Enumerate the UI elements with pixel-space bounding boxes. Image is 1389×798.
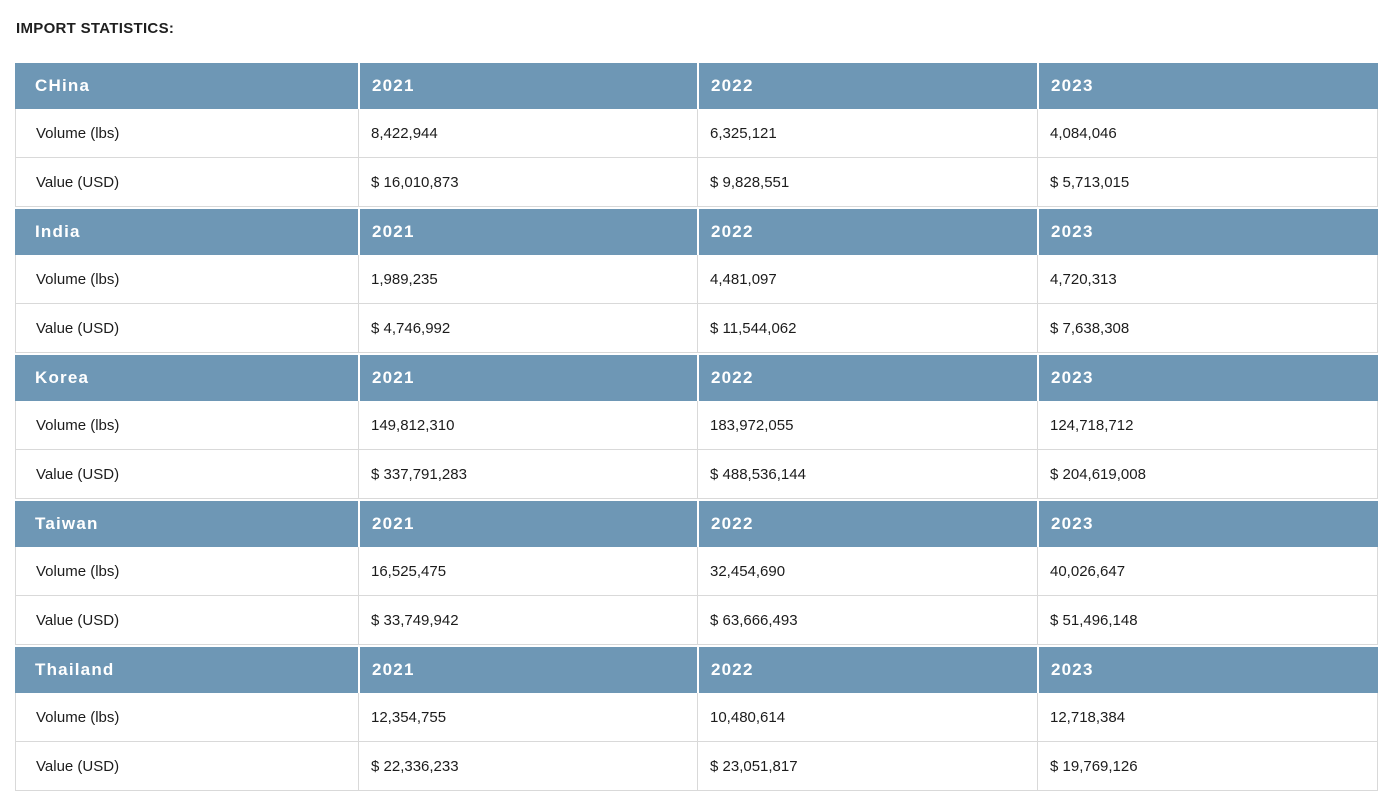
year-header-cell: 2021 — [358, 207, 697, 255]
value-cell: $ 11,544,062 — [697, 304, 1037, 353]
row-label-cell: Value (USD) — [15, 450, 358, 499]
row-label-cell: Value (USD) — [15, 158, 358, 207]
volume-cell: 6,325,121 — [697, 109, 1037, 158]
value-cell: $ 63,666,493 — [697, 596, 1037, 645]
value-cell: $ 4,746,992 — [358, 304, 697, 353]
value-cell: $ 488,536,144 — [697, 450, 1037, 499]
volume-row: Volume (lbs) 8,422,944 6,325,121 4,084,0… — [15, 109, 1378, 158]
row-label-cell: Volume (lbs) — [15, 693, 358, 742]
volume-cell: 40,026,647 — [1037, 547, 1378, 596]
row-label-cell: Value (USD) — [15, 304, 358, 353]
volume-cell: 4,481,097 — [697, 255, 1037, 304]
country-block-korea: Korea 2021 2022 2023 Volume (lbs) 149,81… — [15, 353, 1378, 499]
volume-cell: 16,525,475 — [358, 547, 697, 596]
volume-cell: 12,354,755 — [358, 693, 697, 742]
year-header-cell: 2022 — [697, 353, 1037, 401]
value-row: Value (USD) $ 337,791,283 $ 488,536,144 … — [15, 450, 1378, 499]
country-block-india: India 2021 2022 2023 Volume (lbs) 1,989,… — [15, 207, 1378, 353]
volume-cell: 183,972,055 — [697, 401, 1037, 450]
year-header-cell: 2021 — [358, 353, 697, 401]
year-header-cell: 2023 — [1037, 499, 1378, 547]
volume-cell: 124,718,712 — [1037, 401, 1378, 450]
import-statistics-table: CHina 2021 2022 2023 Volume (lbs) 8,422,… — [15, 61, 1378, 791]
row-label-cell: Value (USD) — [15, 742, 358, 791]
country-header-cell: Korea — [15, 353, 358, 401]
volume-row: Volume (lbs) 1,989,235 4,481,097 4,720,3… — [15, 255, 1378, 304]
country-header-row: India 2021 2022 2023 — [15, 207, 1378, 255]
page-title: IMPORT STATISTICS: — [16, 20, 175, 37]
country-header-row: Korea 2021 2022 2023 — [15, 353, 1378, 401]
year-header-cell: 2022 — [697, 61, 1037, 109]
year-header-cell: 2023 — [1037, 61, 1378, 109]
value-cell: $ 19,769,126 — [1037, 742, 1378, 791]
row-label-cell: Value (USD) — [15, 596, 358, 645]
volume-row: Volume (lbs) 149,812,310 183,972,055 124… — [15, 401, 1378, 450]
value-row: Value (USD) $ 33,749,942 $ 63,666,493 $ … — [15, 596, 1378, 645]
volume-row: Volume (lbs) 12,354,755 10,480,614 12,71… — [15, 693, 1378, 742]
year-header-cell: 2021 — [358, 499, 697, 547]
year-header-cell: 2022 — [697, 207, 1037, 255]
volume-row: Volume (lbs) 16,525,475 32,454,690 40,02… — [15, 547, 1378, 596]
value-row: Value (USD) $ 4,746,992 $ 11,544,062 $ 7… — [15, 304, 1378, 353]
row-label-cell: Volume (lbs) — [15, 401, 358, 450]
volume-cell: 1,989,235 — [358, 255, 697, 304]
volume-cell: 8,422,944 — [358, 109, 697, 158]
row-label-cell: Volume (lbs) — [15, 255, 358, 304]
value-cell: $ 33,749,942 — [358, 596, 697, 645]
value-cell: $ 23,051,817 — [697, 742, 1037, 791]
volume-cell: 12,718,384 — [1037, 693, 1378, 742]
volume-cell: 4,084,046 — [1037, 109, 1378, 158]
country-header-cell: India — [15, 207, 358, 255]
value-row: Value (USD) $ 22,336,233 $ 23,051,817 $ … — [15, 742, 1378, 791]
value-cell: $ 5,713,015 — [1037, 158, 1378, 207]
row-label-cell: Volume (lbs) — [15, 547, 358, 596]
volume-cell: 32,454,690 — [697, 547, 1037, 596]
country-header-row: CHina 2021 2022 2023 — [15, 61, 1378, 109]
country-header-row: Taiwan 2021 2022 2023 — [15, 499, 1378, 547]
year-header-cell: 2021 — [358, 61, 697, 109]
year-header-cell: 2022 — [697, 645, 1037, 693]
volume-cell: 10,480,614 — [697, 693, 1037, 742]
country-block-taiwan: Taiwan 2021 2022 2023 Volume (lbs) 16,52… — [15, 499, 1378, 645]
country-header-cell: Thailand — [15, 645, 358, 693]
value-cell: $ 16,010,873 — [358, 158, 697, 207]
value-row: Value (USD) $ 16,010,873 $ 9,828,551 $ 5… — [15, 158, 1378, 207]
volume-cell: 149,812,310 — [358, 401, 697, 450]
year-header-cell: 2023 — [1037, 207, 1378, 255]
year-header-cell: 2023 — [1037, 353, 1378, 401]
value-cell: $ 7,638,308 — [1037, 304, 1378, 353]
country-header-cell: Taiwan — [15, 499, 358, 547]
year-header-cell: 2021 — [358, 645, 697, 693]
value-cell: $ 204,619,008 — [1037, 450, 1378, 499]
value-cell: $ 337,791,283 — [358, 450, 697, 499]
value-cell: $ 9,828,551 — [697, 158, 1037, 207]
value-cell: $ 22,336,233 — [358, 742, 697, 791]
country-header-row: Thailand 2021 2022 2023 — [15, 645, 1378, 693]
country-block-china: CHina 2021 2022 2023 Volume (lbs) 8,422,… — [15, 61, 1378, 207]
value-cell: $ 51,496,148 — [1037, 596, 1378, 645]
country-header-cell: CHina — [15, 61, 358, 109]
country-block-thailand: Thailand 2021 2022 2023 Volume (lbs) 12,… — [15, 645, 1378, 791]
year-header-cell: 2023 — [1037, 645, 1378, 693]
volume-cell: 4,720,313 — [1037, 255, 1378, 304]
year-header-cell: 2022 — [697, 499, 1037, 547]
row-label-cell: Volume (lbs) — [15, 109, 358, 158]
